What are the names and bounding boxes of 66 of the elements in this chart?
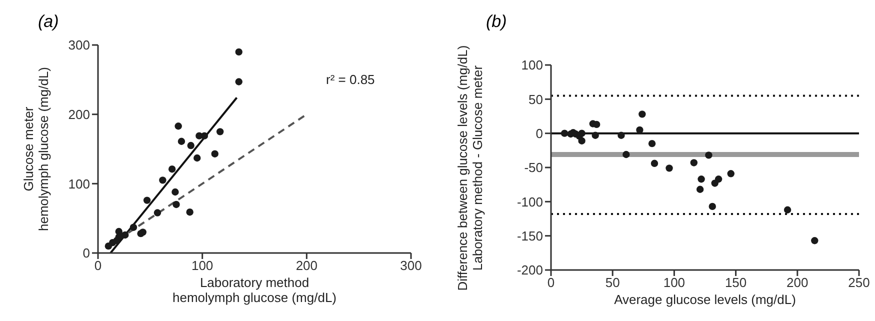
point (186, 208, 194, 216)
y-tick-label: 200 (68, 106, 90, 122)
x-axis-title: Average glucose levels (mg/dL) (613, 292, 797, 307)
point (650, 160, 658, 167)
point (104, 242, 112, 250)
point (159, 176, 166, 184)
y-tick-label: 50 (528, 92, 543, 107)
point (638, 110, 646, 118)
chart-title: (a) (38, 12, 59, 32)
point (690, 159, 698, 166)
point (178, 138, 186, 145)
y-tick-label: -200 (516, 262, 543, 278)
y-tick-label: 100 (68, 176, 90, 192)
annotation: r² = 0.85 (326, 72, 375, 87)
x-tick-label: 100 (191, 258, 214, 274)
point (143, 196, 151, 204)
x-tick-label: 50 (605, 275, 620, 290)
point (698, 176, 705, 183)
point (578, 130, 586, 137)
point (172, 200, 180, 208)
point (154, 209, 162, 216)
x-tick-label: 0 (547, 275, 555, 290)
point (235, 78, 242, 86)
y-tick-label: 100 (521, 58, 543, 73)
y-tick-label: 300 (68, 38, 90, 53)
x-tick-label: 0 (94, 258, 102, 274)
y-tick-label: 0 (536, 126, 543, 141)
point (187, 142, 194, 150)
x-tick-label: 100 (663, 275, 686, 290)
point (622, 150, 630, 158)
point (708, 202, 716, 210)
point (560, 130, 568, 137)
point (648, 140, 656, 148)
point (696, 186, 704, 193)
point (216, 128, 224, 136)
point (174, 122, 182, 130)
point (211, 150, 218, 158)
point (714, 176, 722, 183)
y-axis-title: Glucose meter hemolymph glucose (mg/dL) (21, 66, 51, 232)
point (172, 188, 179, 196)
x-tick-label: 200 (786, 275, 808, 290)
y-tick-label: -100 (516, 194, 543, 210)
chart-title: (b) (486, 12, 507, 32)
y-tick-label: -50 (524, 160, 543, 176)
point (235, 48, 242, 56)
point (618, 132, 625, 139)
point (592, 132, 599, 139)
point (194, 154, 201, 162)
point (636, 126, 644, 134)
point (578, 137, 586, 144)
point (727, 170, 734, 178)
point (130, 224, 138, 231)
point (811, 237, 818, 244)
y-tick-label: 0 (82, 246, 90, 261)
point (784, 206, 792, 214)
x-tick-label: 150 (724, 275, 747, 290)
x-axis-title: Laboratory method hemolymph glucose (mg/dL) (171, 275, 338, 305)
x-tick-label: 200 (296, 258, 318, 274)
y-tick-label: -150 (516, 228, 543, 244)
x-tick-label: 300 (400, 258, 422, 274)
point (705, 152, 712, 159)
point (200, 132, 208, 140)
x-tick-label: 250 (848, 275, 870, 290)
y-axis-title: Difference between glucose levels (mg/dL) Laboratory method - Glucose meter (455, 44, 485, 290)
point (666, 164, 673, 172)
point (168, 166, 176, 173)
